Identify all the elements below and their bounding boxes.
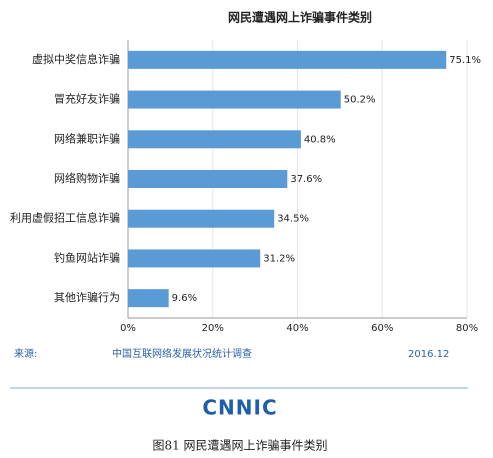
bar bbox=[128, 209, 275, 228]
logo: CNNIC bbox=[202, 396, 277, 420]
x-tick-label: 20% bbox=[202, 323, 224, 334]
y-tick-label: 网络兼职诈骗 bbox=[54, 131, 120, 145]
value-label: 31.2% bbox=[263, 253, 295, 264]
y-tick-label: 冒充好友诈骗 bbox=[54, 92, 120, 106]
source: 中国互联网络发展状况统计调查 bbox=[112, 347, 252, 360]
bar bbox=[128, 289, 169, 308]
value-label: 50.2% bbox=[344, 95, 376, 106]
bar bbox=[128, 50, 447, 69]
caption: 图81 网民遭遇网上诈骗事件类别 bbox=[152, 438, 327, 453]
value-label: 9.6% bbox=[172, 293, 197, 304]
bar bbox=[128, 170, 288, 188]
chart-title: 网民遭遇网上诈骗事件类别 bbox=[228, 10, 372, 25]
value-label: 75.1% bbox=[449, 55, 481, 66]
y-tick-label: 利用虚假招工信息诈骗 bbox=[10, 211, 120, 225]
bar bbox=[128, 90, 341, 109]
x-tick-label: 0% bbox=[120, 323, 136, 334]
x-tick-label: 40% bbox=[286, 323, 308, 334]
x-tick-label: 60% bbox=[371, 323, 393, 334]
bar bbox=[128, 130, 301, 149]
value-label: 37.6% bbox=[290, 174, 322, 185]
x-tick-label: 80% bbox=[456, 323, 478, 334]
value-label: 40.8% bbox=[304, 134, 336, 145]
source-label: 来源: bbox=[14, 347, 37, 360]
y-tick-label: 网络购物诈骗 bbox=[54, 171, 120, 185]
y-tick-label: 钓鱼网站诈骗 bbox=[54, 250, 120, 264]
y-tick-label: 虚拟中奖信息诈骗 bbox=[32, 52, 120, 66]
value-label: 34.5% bbox=[277, 214, 309, 225]
y-tick-label: 其他诈骗行为 bbox=[54, 290, 120, 304]
bar bbox=[128, 249, 261, 268]
date: 2016.12 bbox=[408, 349, 449, 360]
